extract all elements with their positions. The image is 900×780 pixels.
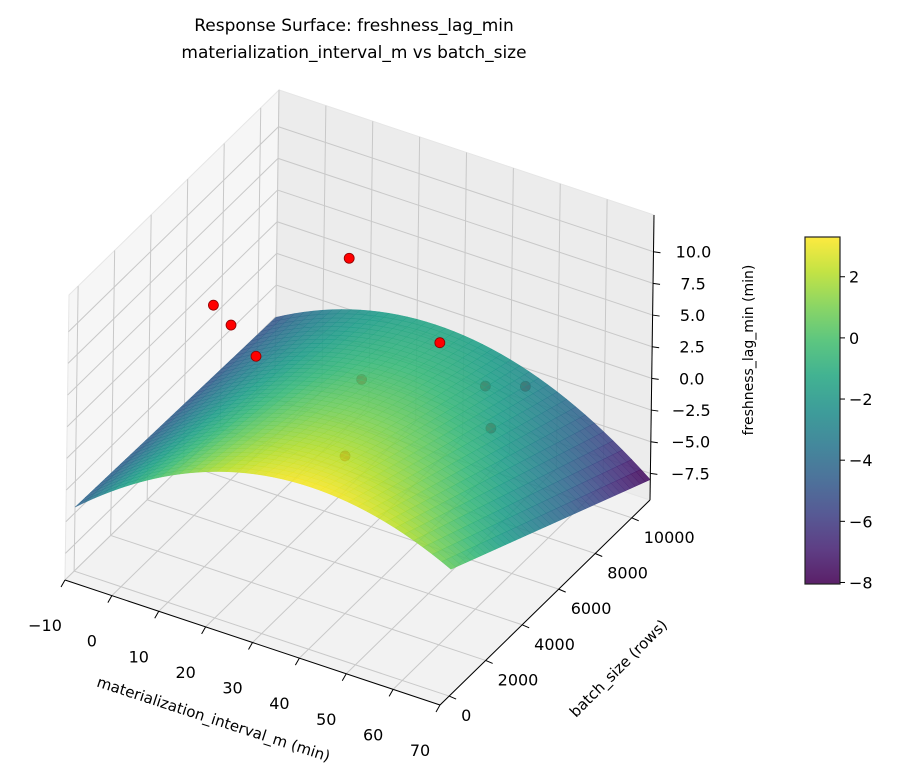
- x-tick-label: 10: [129, 647, 149, 666]
- x-tick: [388, 689, 394, 697]
- x-tick-label: 20: [175, 663, 195, 682]
- y-tick-label: 6000: [571, 599, 612, 618]
- z-gridline: [276, 252, 652, 379]
- z-tick-label: −5.0: [671, 433, 710, 452]
- axes: −10 0 10 20 30 40 50 60 70 0 2000 4000 6000 8000 10000…: [28, 214, 712, 760]
- z-tick: [652, 346, 660, 349]
- z-gridline: [278, 126, 654, 253]
- z-tick-label: −2.5: [672, 401, 711, 420]
- z-tick-label: 7.5: [680, 274, 705, 293]
- scatter-point: [250, 350, 262, 362]
- scatter-point: [225, 319, 237, 331]
- x-tick-label: 70: [410, 741, 430, 760]
- z-gridline: [276, 221, 653, 348]
- colorbar-tick-label: −2: [849, 390, 873, 409]
- colorbar-tick-label: 0: [849, 329, 859, 348]
- z-gridline: [277, 189, 653, 316]
- x-tick: [294, 657, 300, 666]
- z-gridline: [67, 158, 279, 364]
- x-tick-label: 60: [363, 725, 383, 744]
- chart-title: Response Surface: freshness_lag_min: [194, 16, 514, 36]
- z-tick: [650, 441, 658, 444]
- z-tick: [651, 377, 659, 380]
- y-tick-label: 2000: [498, 670, 539, 689]
- x-tick-label: 50: [316, 710, 336, 729]
- y-tick-label: 0: [461, 706, 471, 725]
- y-tick: [631, 517, 639, 522]
- x-tick: [201, 626, 207, 635]
- x-tick: [60, 579, 66, 588]
- y-tick-label: 4000: [534, 635, 575, 654]
- y-tick: [448, 695, 457, 700]
- colorbar-tick-label: −8: [849, 573, 873, 592]
- y-tick-label: 8000: [607, 563, 648, 582]
- z-gridline: [277, 157, 654, 284]
- z-axis-label: freshness_lag_min (min): [741, 265, 757, 436]
- z-tick: [650, 472, 658, 475]
- x-tick: [435, 704, 441, 713]
- x-tick-label: 40: [269, 694, 289, 713]
- z-gridline: [66, 221, 278, 428]
- y-gridline: [110, 534, 486, 661]
- x-tick: [107, 595, 113, 603]
- y-gridline: [183, 463, 559, 590]
- y-tick: [521, 624, 530, 629]
- colorbar: 2 0 −2 −4 −6 −8: [804, 236, 873, 592]
- scatter-point: [343, 252, 355, 264]
- z-gridline: [68, 126, 279, 333]
- response-surface: [74, 309, 651, 570]
- x-tick: [341, 673, 347, 681]
- y-gridline: [73, 286, 79, 572]
- y-tick: [558, 588, 566, 593]
- colorbar-tick-label: 2: [849, 268, 859, 287]
- chart-subtitle: materialization_interval_m vs batch_size: [181, 43, 526, 63]
- z-tick: [652, 282, 661, 285]
- z-tick-label: 5.0: [680, 306, 705, 325]
- z-tick: [652, 314, 660, 317]
- z-gridline: [65, 284, 277, 491]
- colorbar-tick-label: −6: [849, 512, 873, 531]
- scatter-point: [434, 337, 446, 349]
- y-axis-label: batch_size (rows): [566, 616, 672, 722]
- colorbar-tick-label: −4: [849, 451, 873, 470]
- z-tick: [653, 251, 661, 254]
- surface-patch: [441, 559, 457, 570]
- x-gridline: [392, 484, 604, 690]
- z-tick-label: 10.0: [676, 243, 712, 262]
- y-gridline: [147, 499, 523, 626]
- z-axis-line: [649, 214, 655, 501]
- y-axis-line: [439, 499, 651, 706]
- z-tick-label: 2.5: [679, 338, 704, 357]
- x-tick-label: 30: [222, 679, 242, 698]
- y-gridline: [73, 570, 450, 697]
- z-gridline: [67, 189, 278, 396]
- x-axis-label: materialization_interval_m (min): [94, 673, 332, 767]
- z-gridline: [66, 253, 278, 459]
- x-tick: [154, 611, 160, 619]
- x-tick: [248, 642, 253, 650]
- y-tick: [595, 553, 603, 557]
- x-tick-label: 0: [87, 632, 97, 651]
- z-tick-label: 0.0: [679, 369, 704, 388]
- scatter-points-above: [208, 252, 446, 362]
- colorbar-gradient: [804, 236, 841, 585]
- x-tick-label: −10: [28, 616, 62, 635]
- y-tick-label: 10000: [644, 528, 695, 547]
- scatter-point: [208, 299, 219, 311]
- y-tick: [485, 659, 493, 664]
- z-tick: [651, 409, 659, 412]
- z-tick-label: −7.5: [671, 464, 710, 483]
